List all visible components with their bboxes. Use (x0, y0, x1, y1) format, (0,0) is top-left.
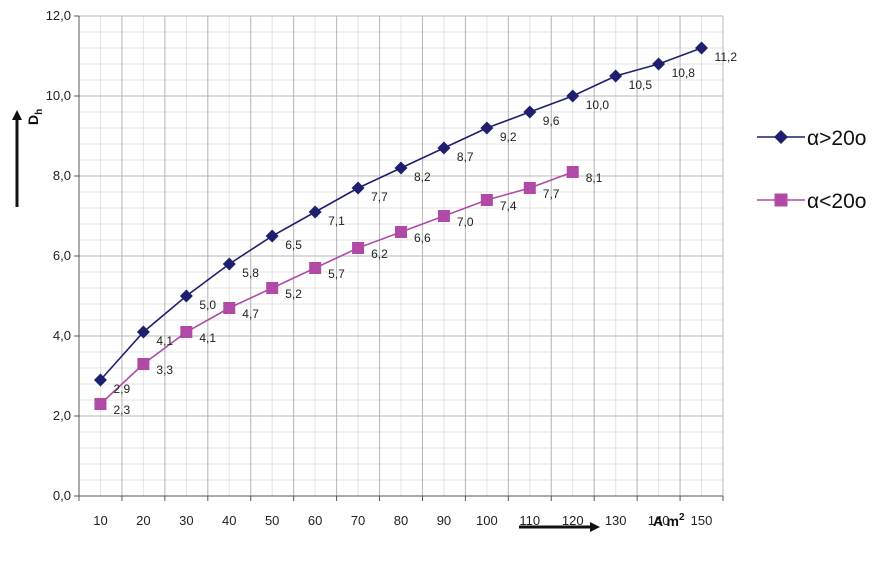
legend: α>20o α<20o (757, 127, 866, 213)
data-label-alpha-lt-20: 8,1 (586, 171, 603, 185)
y-tick-label: 10,0 (46, 88, 71, 103)
data-point-alpha-lt-20 (352, 242, 365, 254)
data-label-alpha-gt-20: 8,7 (457, 150, 474, 164)
x-tick-label: 150 (691, 513, 713, 528)
data-point-alpha-gt-20 (523, 105, 537, 119)
y-tick-label: 12,0 (46, 8, 71, 23)
legend-label-alpha-lt-20: α<20o (807, 190, 866, 213)
data-point-alpha-gt-20 (394, 161, 408, 175)
x-tick-label: 130 (605, 513, 627, 528)
x-tick-label: 70 (351, 513, 365, 528)
data-label-alpha-gt-20: 9,6 (543, 114, 560, 128)
data-point-alpha-lt-20 (223, 302, 236, 314)
x-tick-label: 120 (562, 513, 584, 528)
data-label-alpha-lt-20: 4,1 (199, 331, 216, 345)
data-label-alpha-lt-20: 7,7 (543, 187, 560, 201)
data-label-alpha-lt-20: 2,3 (113, 403, 130, 417)
data-point-alpha-lt-20 (94, 398, 107, 410)
data-point-alpha-gt-20 (609, 69, 623, 83)
data-label-alpha-gt-20: 5,0 (199, 298, 216, 312)
data-point-alpha-lt-20 (395, 226, 407, 238)
data-point-alpha-lt-20 (566, 166, 579, 178)
legend-marker-alpha-lt-20 (774, 193, 788, 207)
data-point-alpha-lt-20 (309, 262, 322, 274)
data-point-alpha-lt-20 (437, 210, 450, 222)
data-label-alpha-lt-20: 6,6 (414, 231, 431, 245)
data-label-alpha-lt-20: 3,3 (156, 363, 173, 377)
data-point-alpha-gt-20 (136, 325, 150, 339)
data-label-alpha-gt-20: 10,5 (629, 78, 653, 92)
data-point-alpha-lt-20 (480, 194, 493, 206)
x-tick-label: 10 (93, 513, 107, 528)
x-axis-title: A m2 (653, 512, 685, 529)
data-point-alpha-gt-20 (179, 289, 193, 303)
data-point-alpha-lt-20 (137, 358, 150, 370)
data-label-alpha-lt-20: 7,4 (500, 199, 517, 213)
data-point-alpha-gt-20 (566, 89, 580, 103)
data-point-alpha-lt-20 (180, 326, 193, 338)
x-tick-label: 30 (179, 513, 193, 528)
data-label-alpha-gt-20: 6,5 (285, 238, 302, 252)
data-point-alpha-gt-20 (308, 205, 322, 219)
x-tick-label: 110 (519, 513, 540, 528)
y-tick-labels: 0,0 2,0 4,0 6,0 8,0 10,0 12,0 (46, 8, 71, 503)
data-label-alpha-gt-20: 11,2 (715, 50, 738, 64)
x-axis-title-group: A m2 (519, 512, 685, 532)
data-point-alpha-gt-20 (480, 121, 494, 135)
y-axis-title-subscript: h (34, 109, 45, 115)
y-tick-label: 8,0 (53, 168, 71, 183)
data-label-alpha-gt-20: 8,2 (414, 170, 431, 184)
x-tick-labels: 10 20 30 40 50 60 70 80 90 100 110 120 130 140 150 (93, 513, 712, 528)
data-label-alpha-gt-20: 10,0 (586, 98, 610, 112)
data-label-alpha-gt-20: 7,7 (371, 190, 388, 204)
x-axis-title-base: A m (653, 513, 679, 529)
data-label-alpha-gt-20: 4,1 (156, 334, 173, 348)
legend-label-alpha-gt-20: α>20o (807, 127, 866, 150)
data-label-alpha-lt-20: 6,2 (371, 247, 388, 261)
data-label-alpha-gt-20: 5,8 (242, 266, 259, 280)
data-point-alpha-gt-20 (695, 41, 709, 55)
data-label-alpha-lt-20: 7,0 (457, 215, 474, 229)
data-label-alpha-lt-20: 5,7 (328, 267, 345, 281)
legend-marker-alpha-gt-20 (774, 130, 788, 144)
y-axis-title-base: D (25, 115, 41, 125)
y-axis-title: Dh (25, 109, 45, 125)
x-tick-label: 100 (476, 513, 498, 528)
data-point-alpha-gt-20 (437, 141, 451, 155)
data-label-alpha-gt-20: 10,8 (672, 66, 696, 80)
series-layer (93, 41, 709, 410)
x-tick-label: 90 (437, 513, 451, 528)
data-label-alpha-gt-20: 7,1 (328, 214, 345, 228)
data-label-alpha-gt-20: 2,9 (113, 382, 130, 396)
data-labels: 2,9 4,1 5,0 5,8 6,5 7,1 7,7 8,2 8,7 9,2 9,6 10,0 10,… (113, 50, 737, 417)
x-axis-title-superscript: 2 (679, 512, 685, 523)
data-point-alpha-lt-20 (266, 282, 279, 294)
x-tick-label: 140 (648, 513, 670, 528)
data-point-alpha-gt-20 (351, 181, 365, 195)
x-tick-label: 80 (394, 513, 408, 528)
data-point-alpha-gt-20 (93, 373, 107, 387)
series-line-alpha-lt-20 (99, 171, 574, 405)
y-tick-label: 0,0 (53, 488, 71, 503)
axes (74, 15, 724, 501)
x-tick-label: 20 (136, 513, 150, 528)
data-point-alpha-gt-20 (265, 229, 279, 243)
x-tick-label: 50 (265, 513, 279, 528)
data-point-alpha-lt-20 (523, 182, 536, 194)
y-tick-label: 4,0 (53, 328, 71, 343)
data-label-alpha-gt-20: 9,2 (500, 130, 517, 144)
y-tick-label: 2,0 (53, 408, 71, 423)
data-point-alpha-gt-20 (222, 257, 236, 271)
y-axis-title-group: Dh (12, 109, 45, 207)
x-tick-label: 40 (222, 513, 236, 528)
data-point-alpha-gt-20 (652, 57, 666, 71)
y-tick-label: 6,0 (53, 248, 71, 263)
data-label-alpha-lt-20: 4,7 (242, 307, 259, 321)
x-tick-label: 60 (308, 513, 322, 528)
data-label-alpha-lt-20: 5,2 (285, 287, 302, 301)
